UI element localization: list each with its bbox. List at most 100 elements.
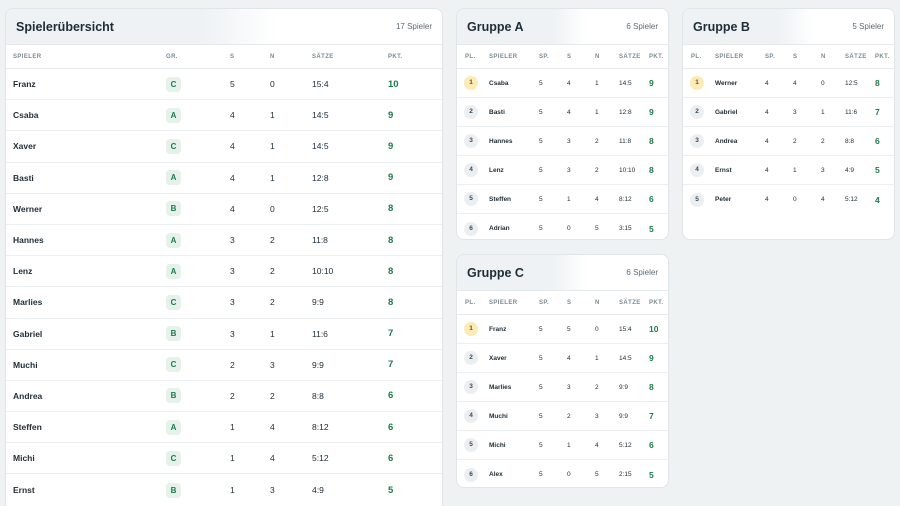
sets-cell: 15:4 [619, 325, 632, 333]
losses-cell: 0 [595, 325, 599, 333]
losses-cell: 1 [595, 79, 599, 87]
rank-badge: 4 [464, 409, 478, 423]
player-name: Xaver [13, 141, 37, 152]
group-cell: C [166, 450, 230, 466]
sets-cell: 9:9 [312, 297, 324, 308]
rank-cell: 6 [457, 221, 489, 236]
group-badge: A [166, 419, 181, 435]
rank-badge: 3 [464, 134, 478, 148]
rank-cell: 3 [683, 134, 715, 148]
table-row: Gabriel B 3 1 11:6 7 [6, 319, 442, 350]
wins-cell: 5 [230, 79, 235, 90]
points-cell: 10 [649, 324, 659, 334]
player-name: Lenz [489, 166, 504, 174]
col-spieler: SPIELER [13, 53, 42, 60]
sets-cell: 11:8 [312, 235, 328, 246]
wins-cell: 1 [567, 441, 571, 449]
table-row: 2 Gabriel 4 3 1 11:6 7 [683, 98, 894, 127]
points-cell: 8 [649, 165, 654, 175]
player-name: Marlies [13, 297, 43, 308]
player-name: Hannes [489, 137, 513, 145]
rank-badge: 3 [690, 134, 704, 148]
sets-cell: 10:10 [619, 166, 636, 174]
table-row: Andrea B 2 2 8:8 6 [6, 381, 442, 413]
played-cell: 5 [539, 383, 543, 391]
sets-cell: 12:8 [619, 108, 632, 116]
col-saetze: SÄTZE [312, 53, 334, 60]
rank-badge: 2 [690, 105, 704, 119]
points-cell: 8 [388, 203, 394, 215]
rank-badge: 4 [464, 163, 478, 177]
group-cell: B [166, 482, 230, 498]
player-name: Gabriel [13, 328, 43, 339]
group-c-count: 6 Spieler [626, 268, 658, 277]
points-cell: 7 [388, 359, 394, 371]
table-row: 4 Lenz 5 3 2 10:10 8 [457, 156, 668, 185]
losses-cell: 2 [595, 137, 599, 145]
col-s: S [567, 299, 572, 306]
table-row: 3 Andrea 4 2 2 8:8 6 [683, 127, 894, 156]
rank-cell: 4 [457, 409, 489, 423]
col-saetze: SÄTZE [619, 53, 641, 60]
wins-cell: 3 [230, 235, 235, 246]
sets-cell: 11:8 [619, 137, 632, 145]
played-cell: 5 [539, 412, 543, 420]
wins-cell: 2 [230, 390, 235, 401]
sets-cell: 4:9 [312, 485, 324, 496]
player-name: Peter [715, 196, 732, 203]
points-cell: 6 [875, 136, 880, 146]
sets-cell: 15:4 [312, 79, 329, 90]
points-cell: 5 [649, 469, 654, 480]
rank-cell: 1 [457, 76, 489, 90]
group-a-title: Gruppe A [467, 19, 524, 34]
col-s: S [793, 53, 798, 60]
points-cell: 7 [388, 328, 394, 340]
overview-title: Spielerübersicht [16, 19, 114, 34]
group-badge: A [166, 170, 181, 186]
table-row: 5 Michi 5 1 4 5:12 6 [457, 431, 668, 460]
rank-badge: 4 [690, 163, 704, 177]
group-a-table-body: 1 Csaba 5 4 1 14:5 9 2 Basti 5 4 1 12:8 9 3 Hannes 5 3 2 11… [457, 69, 668, 239]
player-name: Xaver [489, 354, 507, 362]
player-name: Marlies [489, 383, 512, 391]
wins-cell: 3 [567, 137, 571, 145]
col-sp: SP. [539, 53, 550, 60]
group-badge: A [166, 232, 181, 248]
losses-cell: 4 [270, 453, 275, 464]
group-cell: C [166, 76, 230, 92]
losses-cell: 2 [270, 266, 275, 277]
wins-cell: 2 [230, 359, 235, 370]
points-cell: 7 [649, 411, 654, 421]
player-name: Adrian [489, 225, 510, 232]
sets-cell: 14:5 [312, 110, 329, 121]
points-cell: 8 [875, 78, 880, 88]
group-c-table-body: 1 Franz 5 5 0 15:4 10 2 Xaver 5 4 1 14:5 9 3 Marlies 5 3 2… [457, 315, 668, 487]
rank-badge: 5 [464, 192, 478, 206]
col-spieler: SPIELER [489, 299, 518, 306]
group-b-table-header: PL. SPIELER SP. S N SÄTZE PKT. [683, 45, 894, 69]
sets-cell: 10:10 [312, 266, 334, 277]
sets-cell: 8:8 [845, 137, 855, 145]
points-cell: 9 [388, 140, 394, 152]
group-cell: C [166, 138, 230, 154]
rank-cell: 5 [683, 192, 715, 207]
group-badge: B [166, 482, 181, 498]
points-cell: 6 [388, 421, 394, 433]
played-cell: 5 [539, 195, 543, 203]
losses-cell: 1 [270, 172, 275, 183]
played-cell: 5 [539, 441, 543, 449]
played-cell: 4 [765, 108, 769, 116]
wins-cell: 0 [567, 225, 571, 232]
rank-badge: 1 [464, 76, 478, 90]
group-badge: B [166, 388, 181, 404]
points-cell: 9 [388, 109, 394, 121]
col-n: N [595, 299, 600, 306]
group-cell: A [166, 419, 230, 435]
table-row: 6 Alex 5 0 5 2:15 5 [457, 460, 668, 487]
points-cell: 5 [875, 165, 880, 175]
player-name: Andrea [715, 137, 738, 145]
rank-badge: 6 [464, 221, 478, 236]
group-cell: B [166, 388, 230, 404]
group-badge: C [166, 450, 181, 466]
col-sp: SP. [539, 299, 550, 306]
